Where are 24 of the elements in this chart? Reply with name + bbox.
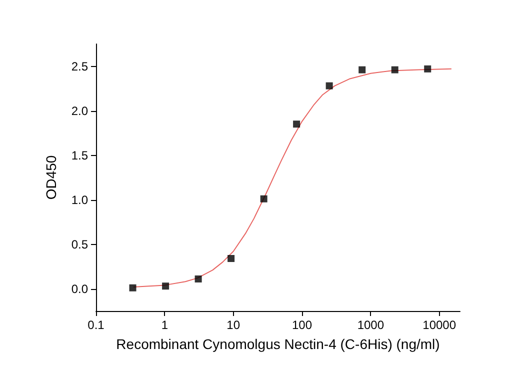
- point: [162, 282, 170, 290]
- x-tick-label: 1: [161, 318, 168, 332]
- point: [424, 65, 432, 72]
- point: [293, 120, 300, 128]
- y-tick-label: 0.5: [71, 237, 88, 252]
- y-tick-label: 1.5: [71, 148, 88, 162]
- point: [326, 82, 333, 90]
- x-tick-label: 1000: [357, 318, 384, 332]
- point: [391, 66, 398, 74]
- x-axis-title: Recombinant Cynomolgus Nectin-4 (C-6His) (ng/ml): [116, 336, 440, 352]
- x-tick-label: 10000: [422, 318, 456, 332]
- y-tick-label: 0.0: [71, 282, 88, 296]
- point: [194, 275, 202, 282]
- point: [228, 254, 235, 262]
- y-axis-title: OD450: [43, 155, 59, 200]
- point: [358, 66, 366, 74]
- y-tick-label: 2.5: [71, 59, 88, 74]
- point: [260, 195, 268, 202]
- x-tick-label: 100: [292, 318, 312, 332]
- y-tick-label: 1.0: [71, 192, 88, 207]
- x-tick-label: 0.1: [88, 318, 105, 332]
- y-tick-label: 2.0: [71, 104, 88, 118]
- point: [129, 284, 136, 292]
- x-tick-label: 10: [226, 318, 240, 332]
